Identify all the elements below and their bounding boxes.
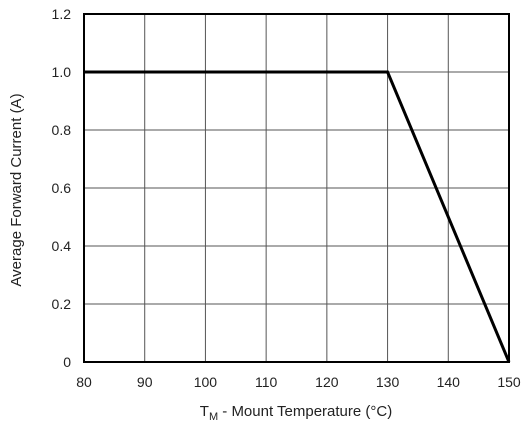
plot-frame	[83, 13, 510, 363]
y-tick-label: 0.4	[52, 238, 72, 254]
x-tick-label: 100	[194, 374, 218, 390]
grid	[83, 13, 510, 363]
y-tick-label: 1.0	[52, 64, 72, 80]
series-line	[84, 70, 511, 363]
x-tick-label: 150	[497, 374, 521, 390]
y-tick-label: 1.2	[52, 6, 72, 22]
x-tick-label: 130	[376, 374, 400, 390]
x-tick-label: 140	[437, 374, 461, 390]
x-tick-label: 110	[255, 374, 278, 390]
y-tick-label: 0	[63, 354, 71, 370]
y-tick-label: 0.6	[52, 180, 72, 196]
y-tick-labels: 0 0.2 0.4 0.6 0.8 1.0 1.2	[52, 6, 72, 370]
x-tick-label: 90	[137, 374, 153, 390]
x-tick-label: 120	[315, 374, 339, 390]
x-tick-label: 80	[76, 374, 92, 390]
y-axis-label: Average Forward Current (A)	[8, 93, 25, 286]
x-tick-labels: 80 90 100 110 120 130 140 150	[76, 374, 521, 390]
y-tick-label: 0.2	[52, 296, 72, 312]
y-tick-label: 0.8	[52, 122, 72, 138]
series-group	[84, 70, 511, 363]
x-axis-label: TM - Mount Temperature (°C)	[200, 403, 392, 423]
